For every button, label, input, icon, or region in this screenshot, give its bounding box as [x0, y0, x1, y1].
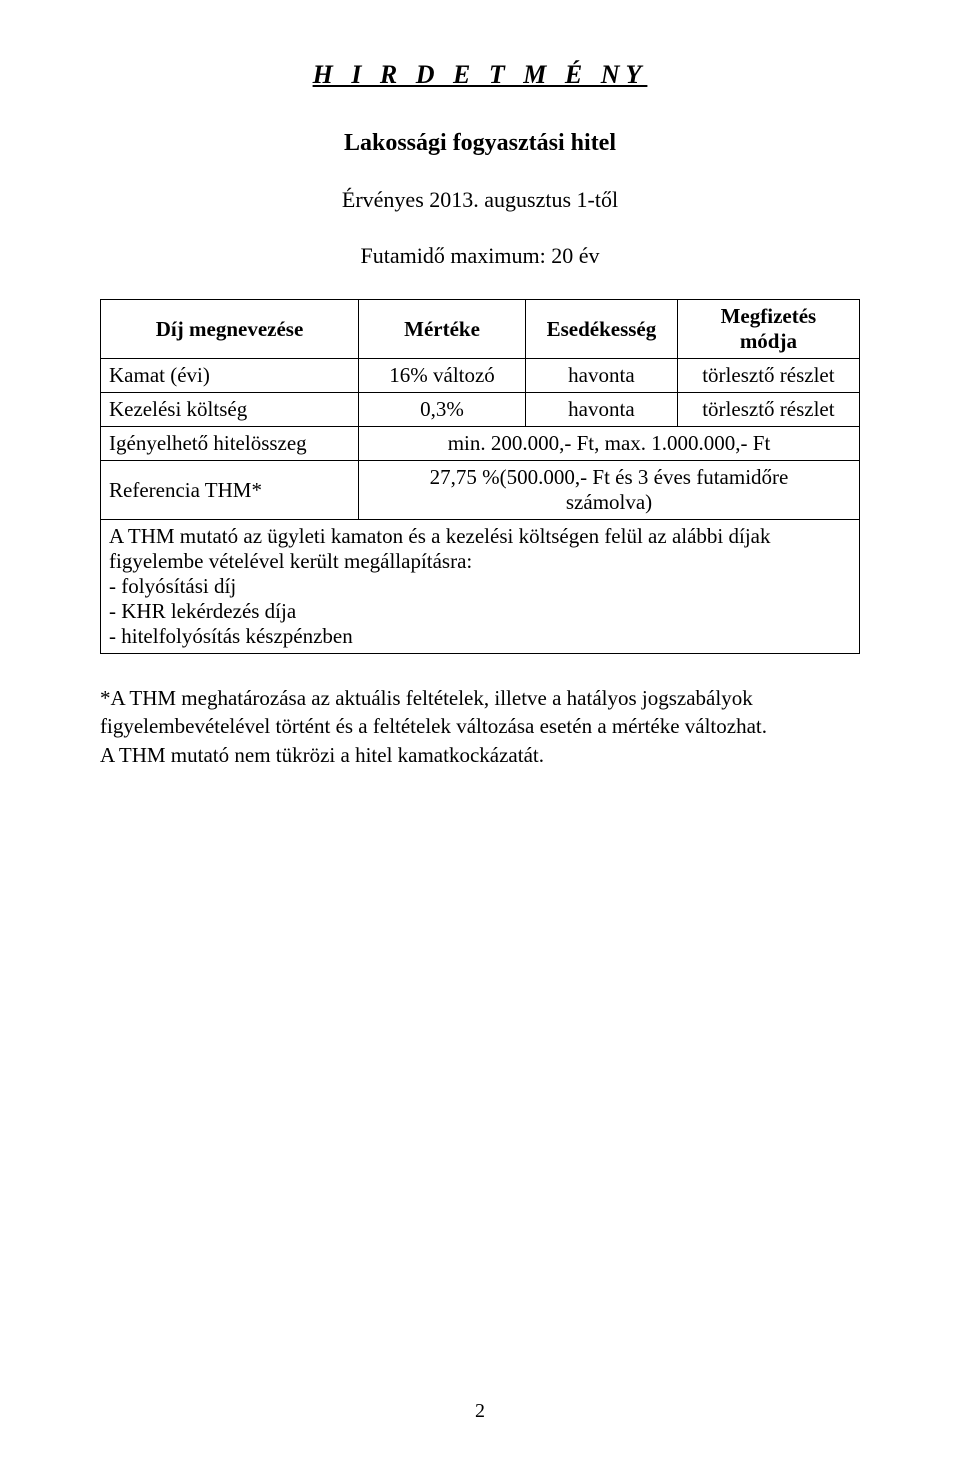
note-line2: figyelembe vételével került megállapítás… [109, 549, 472, 573]
cell-r1c2: 16% változó [359, 359, 526, 393]
ref-value-line1: 27,75 %(500.000,- Ft és 3 éves futamidőr… [430, 465, 789, 489]
ref-value: 27,75 %(500.000,- Ft és 3 éves futamidőr… [359, 461, 860, 520]
note-line5: - hitelfolyósítás készpénzben [109, 624, 353, 648]
cell-r2c1: Kezelési költség [101, 393, 359, 427]
table-row-ref: Referencia THM* 27,75 %(500.000,- Ft és … [101, 461, 860, 520]
note-line3: - folyósítási díj [109, 574, 236, 598]
page: H I R D E T M É NY Lakossági fogyasztási… [0, 0, 960, 1463]
header-col2: Mértéke [359, 300, 526, 359]
cell-r2c4: törlesztő részlet [677, 393, 859, 427]
header-col4-line1: Megfizetés [721, 304, 817, 328]
ref-value-line2: számolva) [566, 490, 652, 514]
fee-table: Díj megnevezése Mértéke Esedékesség Megf… [100, 299, 860, 654]
page-number: 2 [0, 1400, 960, 1423]
validity-text: Érvényes 2013. augusztus 1-től [100, 187, 860, 213]
term-text: Futamidő maximum: 20 év [100, 243, 860, 269]
table-row: Kamat (évi) 16% változó havonta törleszt… [101, 359, 860, 393]
footnote-line3: A THM mutató nem tükrözi a hitel kamatko… [100, 743, 544, 767]
ref-label: Referencia THM* [101, 461, 359, 520]
cell-r1c3: havonta [526, 359, 678, 393]
table-header-row: Díj megnevezése Mértéke Esedékesség Megf… [101, 300, 860, 359]
footnote-line2: figyelembevételével történt és a feltéte… [100, 714, 767, 738]
table-row: Kezelési költség 0,3% havonta törlesztő … [101, 393, 860, 427]
header-col4-line2: módja [740, 329, 797, 353]
header-col4: Megfizetés módja [677, 300, 859, 359]
cell-r1c4: törlesztő részlet [677, 359, 859, 393]
igeny-label: Igényelhető hitelösszeg [101, 427, 359, 461]
document-subtitle: Lakossági fogyasztási hitel [100, 130, 860, 157]
footnote-line1: *A THM meghatározása az aktuális feltéte… [100, 686, 753, 710]
cell-r2c3: havonta [526, 393, 678, 427]
footnote-block: *A THM meghatározása az aktuális feltéte… [100, 684, 860, 769]
header-col3: Esedékesség [526, 300, 678, 359]
document-title: H I R D E T M É NY [100, 60, 860, 90]
table-row-note: A THM mutató az ügyleti kamaton és a kez… [101, 520, 860, 654]
note-cell: A THM mutató az ügyleti kamaton és a kez… [101, 520, 860, 654]
note-line1: A THM mutató az ügyleti kamaton és a kez… [109, 524, 771, 548]
cell-r2c2: 0,3% [359, 393, 526, 427]
cell-r1c1: Kamat (évi) [101, 359, 359, 393]
igeny-value: min. 200.000,- Ft, max. 1.000.000,- Ft [359, 427, 860, 461]
note-line4: - KHR lekérdezés díja [109, 599, 296, 623]
table-row-igeny: Igényelhető hitelösszeg min. 200.000,- F… [101, 427, 860, 461]
header-col1: Díj megnevezése [101, 300, 359, 359]
